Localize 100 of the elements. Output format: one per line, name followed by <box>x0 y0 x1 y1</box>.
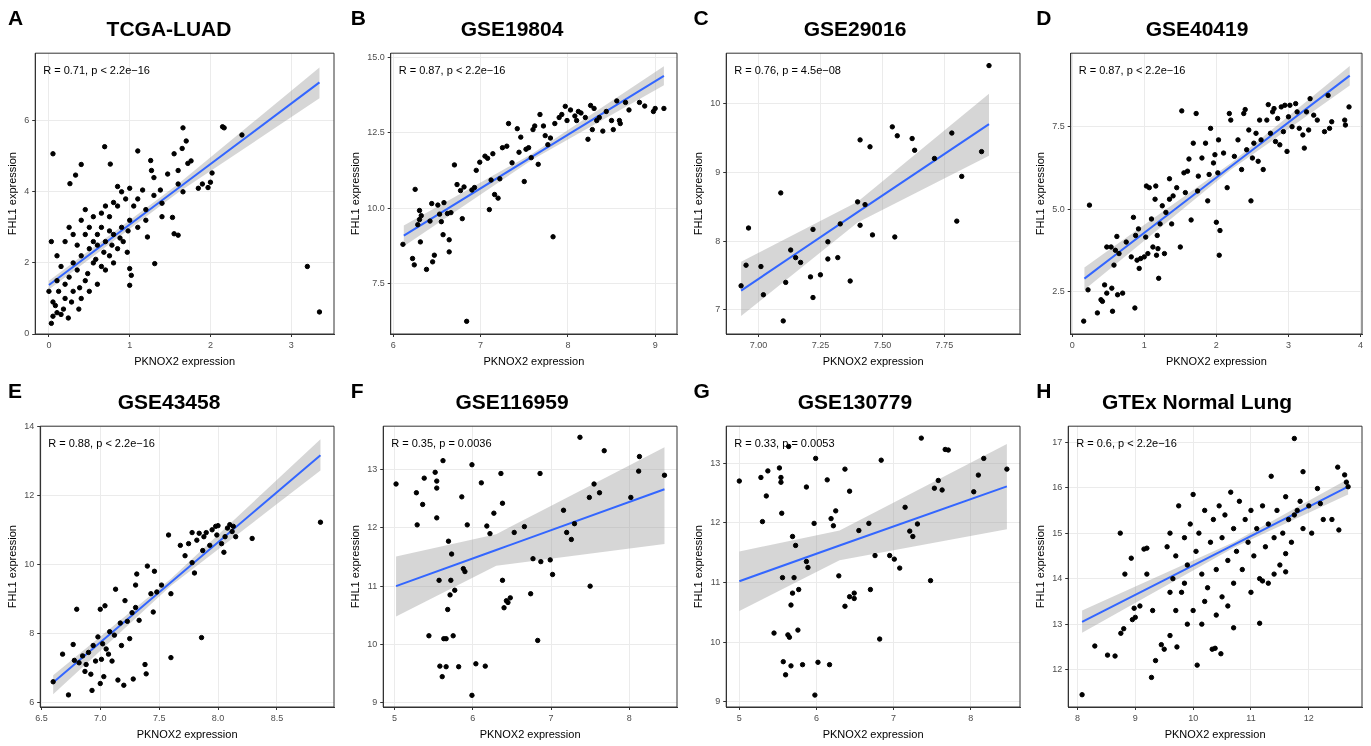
y-axis-title: FHL1 expression <box>691 152 704 236</box>
y-axis-title: FHL1 expression <box>348 525 361 609</box>
annotation: R = 0.35, p = 0.0036 <box>390 437 492 450</box>
x-tick-label: 7.00 <box>749 339 767 350</box>
x-tick-label: 9 <box>1133 712 1139 723</box>
y-tick-label: 9 <box>371 697 377 708</box>
chart-title: GSE29016 <box>803 17 906 41</box>
x-axis-title: PKNOX2 expression <box>134 355 236 368</box>
y-tick-label: 10 <box>366 639 377 650</box>
chart-title: GSE19804 <box>460 17 564 41</box>
y-tick-label: 6 <box>29 696 35 707</box>
y-tick-label: 0 <box>24 328 30 339</box>
x-tick-label: 9 <box>652 339 658 350</box>
x-tick-label: 10 <box>1188 712 1199 723</box>
x-tick-label: 7.0 <box>94 712 107 723</box>
y-tick-label: 13 <box>366 463 377 474</box>
x-tick-label: 1 <box>127 339 133 350</box>
y-tick-label: 10 <box>24 558 35 569</box>
text: B <box>350 6 366 30</box>
y-tick-label: 12 <box>1052 664 1063 675</box>
x-axis-title: PKNOX2 expression <box>822 355 924 368</box>
chart-title: GSE130779 <box>797 390 912 414</box>
annotation: R = 0.88, p < 2.2e−16 <box>48 437 155 450</box>
x-tick-label: 2 <box>1214 339 1220 350</box>
x-axis-title: PKNOX2 expression <box>1166 355 1268 368</box>
y-tick-label: 10 <box>709 97 720 108</box>
y-tick-label: 11 <box>710 576 720 587</box>
y-tick-label: 12 <box>709 517 720 528</box>
x-tick-label: 6 <box>390 339 396 350</box>
y-tick-label: 17 <box>1052 436 1063 447</box>
text: D <box>1036 6 1052 30</box>
chart-title: GSE43458 <box>117 390 221 414</box>
x-axis-title: PKNOX2 expression <box>483 355 585 368</box>
y-tick-label: 14 <box>1052 573 1063 584</box>
x-tick-label: 0 <box>1069 339 1075 350</box>
y-axis-title: FHL1 expression <box>1033 152 1046 236</box>
x-tick-label: 4 <box>1358 339 1364 350</box>
y-tick-label: 9 <box>714 166 720 177</box>
annotation: R = 0.71, p < 2.2e−16 <box>43 64 150 77</box>
x-tick-label: 7.75 <box>935 339 953 350</box>
y-tick-label: 8 <box>29 627 35 638</box>
x-tick-label: 6.5 <box>35 712 48 723</box>
annotation: R = 0.76, p = 4.5e−08 <box>733 64 841 77</box>
x-tick-label: 7.25 <box>811 339 829 350</box>
x-tick-label: 12 <box>1304 712 1315 723</box>
text: H <box>1036 379 1052 403</box>
x-tick-label: 5 <box>736 712 742 723</box>
y-tick-label: 13 <box>1052 618 1063 629</box>
x-tick-label: 7.5 <box>152 712 166 723</box>
y-tick-label: 14 <box>24 420 35 431</box>
x-tick-label: 0 <box>46 339 52 350</box>
text: F <box>350 379 364 403</box>
x-tick-label: 7 <box>477 339 483 350</box>
y-tick-label: 4 <box>24 186 30 197</box>
y-tick-label: 2 <box>24 257 30 268</box>
x-axis-title: PKNOX2 expression <box>822 728 924 741</box>
y-tick-label: 9 <box>714 696 720 707</box>
x-axis-title: PKNOX2 expression <box>479 728 581 741</box>
x-tick-label: 8 <box>967 712 973 723</box>
y-tick-label: 13 <box>709 457 720 468</box>
y-axis-title: FHL1 expression <box>1033 525 1046 609</box>
y-axis-title: FHL1 expression <box>691 525 704 609</box>
chart-title: GSE116959 <box>455 390 569 414</box>
x-axis-title: PKNOX2 expression <box>136 728 238 741</box>
x-tick-label: 5 <box>391 712 397 723</box>
annotation: R = 0.6, p < 2.2e−16 <box>1076 437 1178 450</box>
x-tick-label: 7.50 <box>873 339 891 350</box>
text: E <box>8 379 23 403</box>
y-axis-title: FHL1 expression <box>5 525 18 609</box>
annotation: R = 0.87, p < 2.2e−16 <box>1078 64 1186 77</box>
x-tick-label: 2 <box>207 339 213 350</box>
y-tick-label: 12 <box>24 489 35 500</box>
y-axis-title: FHL1 expression <box>348 152 361 236</box>
chart-title: GSE40419 <box>1145 17 1249 41</box>
x-tick-label: 8 <box>626 712 632 723</box>
text: A <box>8 6 24 30</box>
x-tick-label: 1 <box>1142 339 1148 350</box>
y-tick-label: 7 <box>714 304 720 315</box>
text: G <box>693 379 710 403</box>
y-tick-label: 10.0 <box>366 202 385 213</box>
x-tick-label: 7 <box>548 712 554 723</box>
text: C <box>693 6 709 30</box>
y-tick-label: 11 <box>367 580 377 591</box>
x-tick-label: 3 <box>1286 339 1292 350</box>
annotation: R = 0.87, p < 2.2e−16 <box>398 64 506 77</box>
x-tick-label: 7 <box>890 712 896 723</box>
y-axis-title: FHL1 expression <box>5 152 18 236</box>
y-tick-label: 2.5 <box>1052 285 1065 296</box>
y-tick-label: 5.0 <box>1052 203 1065 214</box>
y-tick-label: 7.5 <box>371 278 385 289</box>
x-tick-label: 8.5 <box>270 712 284 723</box>
x-tick-label: 6 <box>813 712 819 723</box>
y-tick-label: 12 <box>366 522 377 533</box>
x-tick-label: 3 <box>288 339 294 350</box>
x-tick-label: 8 <box>1075 712 1081 723</box>
x-tick-label: 11 <box>1246 712 1256 723</box>
y-tick-label: 16 <box>1052 482 1063 493</box>
x-tick-label: 8.0 <box>211 712 225 723</box>
chart-title: TCGA-LUAD <box>106 17 232 41</box>
y-tick-label: 8 <box>714 235 720 246</box>
